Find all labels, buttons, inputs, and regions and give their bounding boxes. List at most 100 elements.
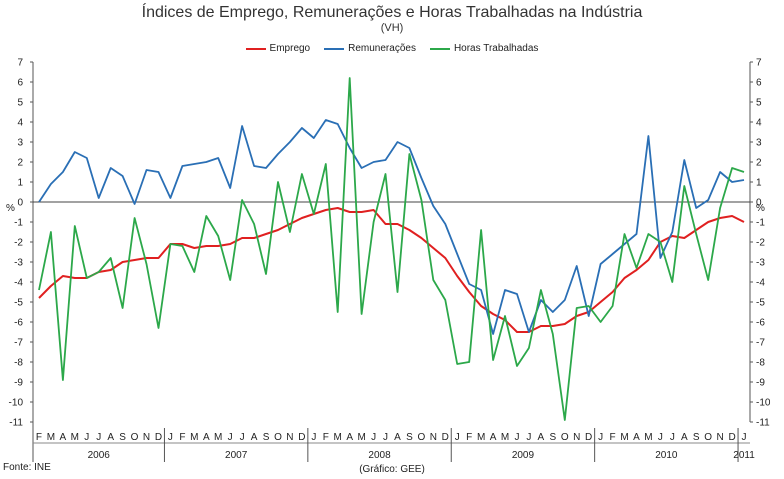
x-tick-label-month: A bbox=[60, 432, 67, 443]
x-tick-label-month: A bbox=[346, 432, 353, 443]
x-tick-label-month: J bbox=[598, 432, 603, 443]
y-tick-label-right: -1 bbox=[756, 218, 765, 229]
x-tick-label-year: 2011 bbox=[733, 450, 755, 461]
legend-item-remuneracoes: Remunerações bbox=[324, 43, 416, 54]
x-tick-label-month: F bbox=[36, 432, 42, 443]
x-tick-label-month: O bbox=[131, 432, 139, 443]
y-tick-label-right: -5 bbox=[756, 298, 765, 309]
series-line-emprego bbox=[38, 207, 745, 333]
y-axis-label-right: % bbox=[756, 203, 765, 214]
y-tick-label-right: 1 bbox=[756, 178, 762, 189]
y-tick-label-left: 0 bbox=[17, 198, 23, 209]
y-tick-label-left: 7 bbox=[17, 58, 23, 69]
x-tick-label-month: S bbox=[549, 432, 556, 443]
source-note: Fonte: INE bbox=[3, 462, 51, 473]
x-tick-label-month: D bbox=[585, 432, 592, 443]
x-tick-label-month: J bbox=[514, 432, 519, 443]
y-tick-label-left: 6 bbox=[17, 78, 23, 89]
x-tick-label-month: J bbox=[96, 432, 101, 443]
y-tick-label-left: -3 bbox=[14, 258, 23, 269]
x-tick-label-month: N bbox=[430, 432, 437, 443]
x-tick-label-month: N bbox=[143, 432, 150, 443]
x-tick-label-month: M bbox=[47, 432, 55, 443]
y-tick-label-left: 5 bbox=[17, 98, 23, 109]
x-tick-label-year: 2010 bbox=[655, 450, 678, 461]
legend-swatch-emprego bbox=[245, 47, 266, 50]
x-tick-label-year: 2009 bbox=[512, 450, 535, 461]
legend-label-remuneracoes: Remunerações bbox=[348, 43, 416, 54]
x-tick-label-month: J bbox=[311, 432, 316, 443]
y-tick-label-right: -7 bbox=[756, 338, 765, 349]
y-tick-label-left: 1 bbox=[17, 178, 23, 189]
y-tick-label-right: -10 bbox=[756, 398, 771, 409]
x-tick-label-month: A bbox=[538, 432, 545, 443]
y-tick-label-right: -11 bbox=[756, 418, 770, 429]
x-tick-label-month: J bbox=[84, 432, 89, 443]
y-tick-label-left: 3 bbox=[17, 138, 23, 149]
y-tick-label-left: -5 bbox=[14, 298, 23, 309]
x-tick-label-month: J bbox=[455, 432, 460, 443]
x-tick-label-month: J bbox=[670, 432, 675, 443]
x-tick-label-month: N bbox=[573, 432, 580, 443]
x-tick-label-month: F bbox=[179, 432, 185, 443]
legend-swatch-horas bbox=[429, 47, 450, 50]
x-tick-label-month: F bbox=[610, 432, 616, 443]
legend-swatch-remuneracoes bbox=[324, 47, 345, 50]
x-tick-label-month: J bbox=[526, 432, 531, 443]
chart-subtitle: (VH) bbox=[380, 22, 404, 34]
y-tick-label-left: -1 bbox=[14, 218, 23, 229]
y-tick-label-right: -8 bbox=[756, 358, 765, 369]
x-tick-label-month: S bbox=[119, 432, 126, 443]
x-tick-label-month: O bbox=[417, 432, 425, 443]
x-tick-label-month: A bbox=[394, 432, 401, 443]
x-tick-label-month: M bbox=[214, 432, 222, 443]
x-tick-label-month: M bbox=[334, 432, 342, 443]
y-tick-label-left: -10 bbox=[9, 398, 24, 409]
legend-label-emprego: Emprego bbox=[269, 43, 311, 54]
legend-item-emprego: Emprego bbox=[245, 43, 311, 54]
y-tick-label-left: -8 bbox=[14, 358, 23, 369]
x-tick-label-month: D bbox=[728, 432, 735, 443]
x-tick-label-month: J bbox=[228, 432, 233, 443]
x-tick-label-month: N bbox=[286, 432, 293, 443]
y-tick-label-right: 0 bbox=[756, 198, 762, 209]
y-tick-label-left: 2 bbox=[17, 158, 23, 169]
x-tick-label-month: F bbox=[323, 432, 329, 443]
y-tick-label-right: -4 bbox=[756, 278, 765, 289]
x-tick-label-month: D bbox=[155, 432, 162, 443]
x-tick-label-month: M bbox=[501, 432, 509, 443]
x-tick-label-month: M bbox=[190, 432, 198, 443]
x-tick-label-month: A bbox=[633, 432, 640, 443]
legend: Emprego Remunerações Horas Trabalhadas bbox=[0, 43, 784, 54]
x-tick-label-month: O bbox=[561, 432, 569, 443]
y-tick-label-left: -4 bbox=[14, 278, 23, 289]
x-tick-label-month: A bbox=[107, 432, 114, 443]
y-tick-label-right: 2 bbox=[756, 158, 762, 169]
y-axis-label-left: % bbox=[6, 203, 15, 214]
x-tick-label-month: J bbox=[168, 432, 173, 443]
x-tick-label-month: F bbox=[466, 432, 472, 443]
y-tick-label-left: -2 bbox=[14, 238, 23, 249]
x-tick-label-month: J bbox=[240, 432, 245, 443]
x-tick-label-month: M bbox=[71, 432, 79, 443]
y-tick-label-right: -3 bbox=[756, 258, 765, 269]
y-tick-label-right: 4 bbox=[756, 118, 762, 129]
legend-label-horas: Horas Trabalhadas bbox=[453, 43, 539, 54]
y-tick-label-right: -6 bbox=[756, 318, 765, 329]
x-tick-label-month: J bbox=[742, 432, 747, 443]
chart-title: Índices de Emprego, Remunerações e Horas… bbox=[141, 4, 643, 21]
x-tick-label-month: M bbox=[644, 432, 652, 443]
legend-item-horas: Horas Trabalhadas bbox=[429, 43, 539, 54]
x-tick-label-month: M bbox=[477, 432, 485, 443]
y-tick-label-right: 5 bbox=[756, 98, 762, 109]
x-tick-label-month: O bbox=[704, 432, 712, 443]
y-tick-label-left: 4 bbox=[17, 118, 23, 129]
y-tick-label-left: -7 bbox=[14, 338, 23, 349]
x-tick-label-year: 2007 bbox=[225, 450, 248, 461]
x-tick-label-month: J bbox=[658, 432, 663, 443]
x-tick-label-month: A bbox=[681, 432, 688, 443]
x-tick-label-month: A bbox=[251, 432, 258, 443]
y-tick-label-left: -6 bbox=[14, 318, 23, 329]
y-tick-label-right: -2 bbox=[756, 238, 765, 249]
